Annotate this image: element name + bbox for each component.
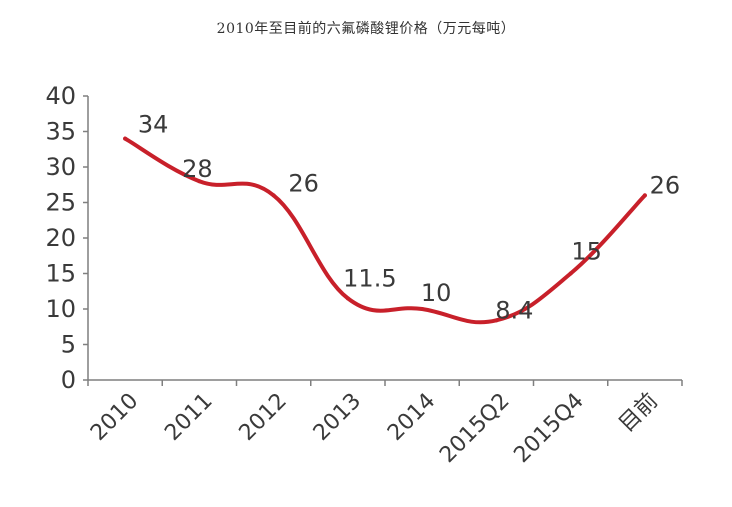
data-label: 28 bbox=[182, 155, 213, 183]
y-tick-label: 5 bbox=[61, 331, 76, 359]
data-label: 8.4 bbox=[495, 296, 533, 324]
x-tick-label: 2011 bbox=[160, 389, 217, 446]
data-point bbox=[568, 271, 573, 276]
data-label: 34 bbox=[138, 111, 169, 139]
x-tick-label: 目前 bbox=[614, 389, 663, 438]
y-tick-label: 15 bbox=[45, 260, 76, 288]
data-label: 15 bbox=[571, 238, 602, 266]
y-tick-label: 40 bbox=[45, 82, 76, 110]
y-tick-label: 35 bbox=[45, 118, 76, 146]
y-tick-label: 25 bbox=[45, 189, 76, 217]
y-tick-label: 20 bbox=[45, 224, 76, 252]
y-tick-label: 10 bbox=[45, 295, 76, 323]
x-tick-label: 2015Q4 bbox=[509, 389, 588, 468]
data-point bbox=[420, 307, 425, 311]
x-tick-label: 2012 bbox=[235, 389, 292, 446]
price-series-line bbox=[123, 136, 647, 325]
x-tick-label: 2014 bbox=[383, 389, 440, 446]
data-label: 11.5 bbox=[343, 264, 396, 292]
x-tick-label: 2013 bbox=[309, 389, 366, 446]
x-tick-label: 2010 bbox=[86, 389, 143, 446]
y-tick-label: 30 bbox=[45, 153, 76, 181]
data-point bbox=[642, 193, 647, 198]
data-label: 10 bbox=[421, 279, 452, 307]
chart-title: 2010年至目前的六氟磷酸锂价格（万元每吨） bbox=[216, 21, 516, 37]
data-point bbox=[271, 193, 276, 198]
data-point bbox=[123, 136, 128, 141]
data-point bbox=[345, 296, 350, 301]
data-point bbox=[197, 179, 202, 184]
data-label: 26 bbox=[288, 169, 319, 197]
data-point bbox=[494, 318, 499, 323]
y-tick-label: 0 bbox=[61, 366, 76, 394]
x-tick-label: 2015Q2 bbox=[435, 389, 514, 468]
data-label: 26 bbox=[650, 171, 681, 199]
